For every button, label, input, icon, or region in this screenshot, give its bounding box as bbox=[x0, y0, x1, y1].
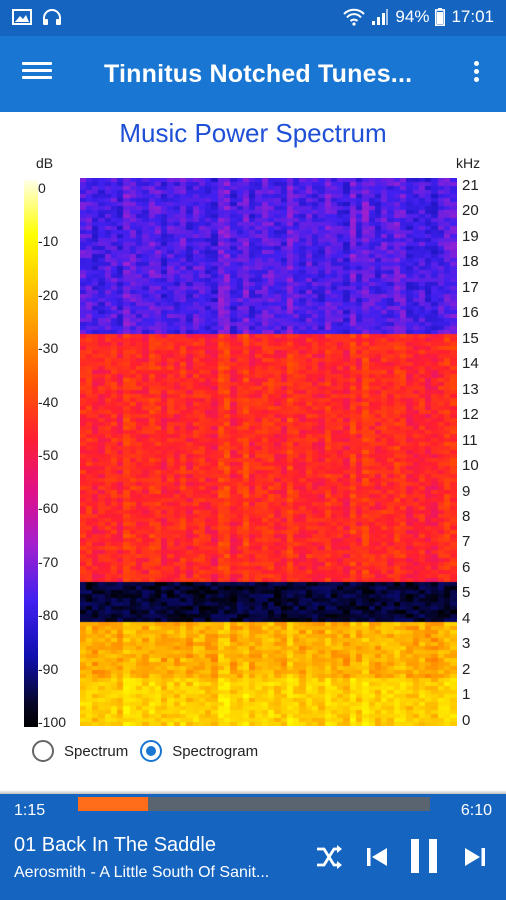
total-time: 6:10 bbox=[460, 802, 492, 819]
colorbar-tick: -70 bbox=[38, 553, 59, 570]
track-subtitle: Aerosmith - A Little South Of Sanit... bbox=[14, 864, 270, 881]
image-notification-icon bbox=[12, 9, 32, 25]
colorbar-tick: -10 bbox=[38, 233, 59, 250]
frequency-tick: 0 bbox=[462, 711, 471, 729]
menu-icon[interactable] bbox=[22, 58, 52, 88]
chart-title: Music Power Spectrum bbox=[119, 118, 387, 148]
frequency-tick: 11 bbox=[462, 431, 478, 449]
spectrogram-plot bbox=[80, 178, 457, 726]
view-options: Spectrum Spectrogram bbox=[32, 736, 258, 766]
colorbar-tick: -40 bbox=[38, 393, 59, 410]
spectrogram-label[interactable]: Spectrogram bbox=[172, 742, 259, 760]
frequency-tick: 14 bbox=[462, 355, 479, 373]
track-title: 01 Back In The Saddle bbox=[14, 834, 216, 856]
colorbar-tick: -30 bbox=[38, 340, 59, 357]
colorbar-tick: -60 bbox=[38, 500, 59, 517]
seek-bar[interactable] bbox=[78, 797, 430, 811]
frequency-tick: 9 bbox=[462, 482, 471, 500]
frequency-tick: 5 bbox=[462, 584, 471, 602]
next-track-icon[interactable] bbox=[458, 840, 492, 874]
frequency-tick: 1 bbox=[462, 686, 471, 704]
previous-track-icon[interactable] bbox=[360, 840, 394, 874]
pause-icon[interactable] bbox=[406, 836, 444, 876]
wifi-icon bbox=[343, 8, 366, 26]
frequency-tick: 7 bbox=[462, 533, 471, 551]
colorbar-tick: -90 bbox=[38, 660, 59, 677]
frequency-tick: 16 bbox=[462, 304, 479, 322]
battery-percent: 94% bbox=[395, 7, 430, 26]
colorbar-tick: -20 bbox=[38, 286, 59, 303]
y-axis-unit: kHz bbox=[456, 155, 481, 171]
colorbar-tick: 0 bbox=[38, 180, 46, 196]
headphones-icon bbox=[43, 9, 61, 25]
colorbar-unit: dB bbox=[36, 155, 54, 171]
colorbar-tick: -100 bbox=[38, 714, 67, 730]
app-bar: Tinnitus Notched Tunes... bbox=[0, 36, 506, 112]
seek-bar-fill bbox=[78, 797, 149, 811]
spectrum-label[interactable]: Spectrum bbox=[64, 742, 129, 760]
signal-icon bbox=[372, 9, 389, 25]
more-options-icon[interactable] bbox=[466, 58, 486, 92]
frequency-tick: 8 bbox=[462, 507, 471, 525]
battery-icon bbox=[435, 8, 446, 26]
frequency-tick: 3 bbox=[462, 635, 471, 653]
shuffle-icon[interactable] bbox=[312, 840, 346, 874]
frequency-tick: 4 bbox=[462, 609, 471, 627]
frequency-tick: 20 bbox=[462, 202, 479, 220]
colorbar-tick: -80 bbox=[38, 607, 59, 624]
frequency-tick: 21 bbox=[462, 176, 479, 194]
frequency-tick: 17 bbox=[462, 278, 479, 296]
frequency-tick: 12 bbox=[462, 406, 479, 424]
frequency-tick: 10 bbox=[462, 457, 479, 475]
spectrogram-radio[interactable] bbox=[140, 740, 163, 762]
frequency-tick: 13 bbox=[462, 380, 479, 398]
frequency-tick: 6 bbox=[462, 558, 471, 576]
frequency-tick: 18 bbox=[462, 253, 479, 271]
player-bar: 1:15 6:10 01 Back In The Saddle Aerosmit… bbox=[0, 790, 506, 900]
frequency-tick: 19 bbox=[462, 227, 479, 245]
app-title: Tinnitus Notched Tunes... bbox=[104, 60, 413, 88]
frequency-tick: 2 bbox=[462, 660, 471, 678]
spectrum-radio[interactable] bbox=[32, 740, 54, 762]
elapsed-time: 1:15 bbox=[14, 802, 46, 819]
frequency-tick: 15 bbox=[462, 329, 479, 347]
clock: 17:01 bbox=[451, 7, 494, 26]
colorbar-tick: -50 bbox=[38, 447, 59, 463]
colorbar bbox=[24, 180, 38, 727]
status-bar: 94% 17:01 bbox=[0, 0, 506, 36]
